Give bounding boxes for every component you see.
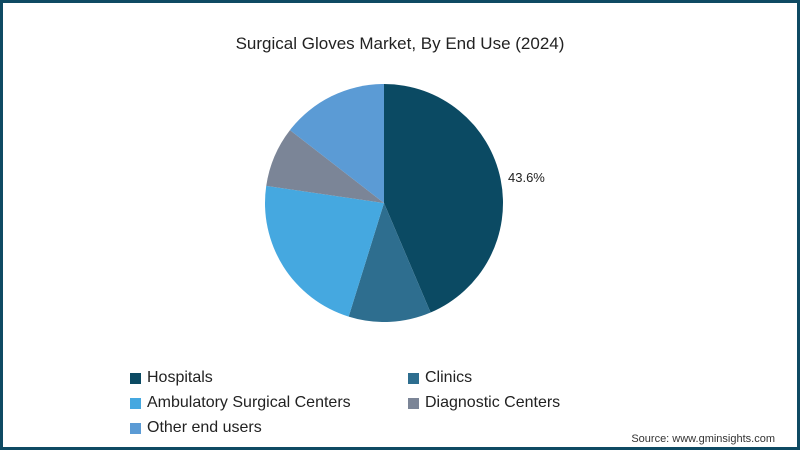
legend-item-clinics: Clinics [408, 369, 472, 387]
legend-item-ambulatory-surgical-centers: Ambulatory Surgical Centers [130, 394, 351, 412]
data-label-hospitals: 43.6% [508, 170, 545, 185]
pie-slice-hospitals [384, 84, 503, 313]
legend-swatch-icon [130, 372, 141, 384]
chart-title: Surgical Gloves Market, By End Use (2024… [235, 34, 565, 53]
legend-swatch-icon [130, 397, 141, 409]
legend-item-diagnostic-centers: Diagnostic Centers [408, 394, 560, 412]
pie-chart [265, 84, 503, 322]
pie-slice-other-end-users [289, 84, 384, 203]
legend-swatch-icon [408, 397, 419, 409]
legend-item-other-end-users: Other end users [130, 419, 262, 437]
legend-swatch-icon [408, 372, 419, 384]
legend-swatch-icon [130, 422, 141, 434]
legend-item-hospitals: Hospitals [130, 369, 213, 387]
source-note: Source: www.gminsights.com [631, 433, 775, 445]
pie-slice-diagnostic-centers [266, 130, 384, 203]
pie-slice-ambulatory-surgical-centers [265, 185, 384, 317]
pie-slice-clinics [348, 203, 431, 322]
